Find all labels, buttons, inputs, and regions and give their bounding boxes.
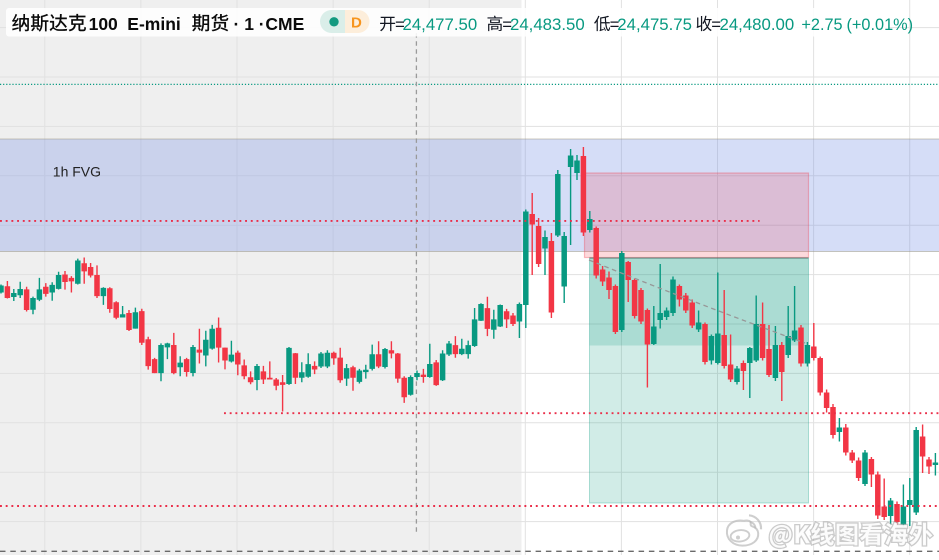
- svg-text:E-mini: E-mini: [127, 14, 180, 34]
- svg-text:+2.75: +2.75: [801, 16, 842, 34]
- svg-text:· 1 ·: · 1 ·: [234, 14, 265, 34]
- svg-text:24,477.50: 24,477.50: [403, 15, 478, 34]
- svg-text:CME: CME: [265, 14, 304, 34]
- svg-text:24,475.75: 24,475.75: [617, 15, 692, 34]
- svg-text:=: =: [711, 15, 721, 34]
- svg-text:=: =: [610, 15, 620, 34]
- svg-text:=: =: [502, 15, 512, 34]
- svg-text:1h FVG: 1h FVG: [53, 164, 101, 180]
- svg-text:100: 100: [89, 14, 118, 34]
- svg-text:D: D: [351, 15, 362, 32]
- svg-text:=: =: [395, 15, 405, 34]
- svg-text:24,480.00: 24,480.00: [720, 15, 795, 34]
- svg-text:24,483.50: 24,483.50: [510, 15, 585, 34]
- svg-text:(+0.01%): (+0.01%): [847, 16, 914, 34]
